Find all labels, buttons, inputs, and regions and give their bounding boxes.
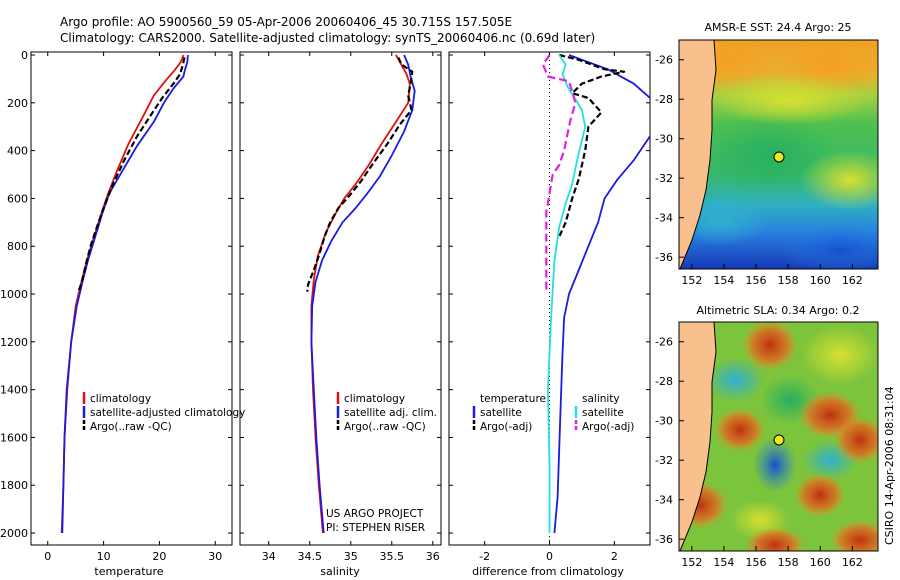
project-label: US ARGO PROJECT — [326, 508, 424, 520]
series-line — [541, 54, 577, 292]
pi-label: PI: STEPHEN RISER — [326, 522, 425, 534]
map-xtick-label: 158 — [778, 274, 799, 287]
legend-ds-sat-label: satellite — [582, 407, 624, 419]
xtick-label: 10 — [97, 550, 111, 563]
map-ytick-label: -28 — [655, 93, 673, 106]
map-ytick-label: -34 — [655, 494, 673, 507]
map-ytick-label: -36 — [655, 251, 673, 264]
temperature-xlabel: temperature — [94, 565, 163, 578]
series-line — [306, 56, 414, 292]
ytick-label: 1800 — [0, 479, 28, 492]
xtick-label: 36 — [426, 550, 440, 563]
sst-map-title: AMSR-E SST: 24.4 Argo: 25 — [704, 21, 851, 34]
map-ytick-label: -32 — [655, 172, 673, 185]
map-ytick-label: -36 — [655, 533, 673, 546]
ytick-label: 600 — [7, 192, 28, 205]
map-ytick-label: -32 — [655, 454, 673, 467]
map-xtick-label: 158 — [778, 556, 799, 569]
ytick-label: 800 — [7, 240, 28, 253]
difference-legend: temperature satellite Argo(-adj) salinit… — [472, 393, 634, 433]
legend-dt-argo-label: Argo(-adj) — [480, 421, 532, 433]
series-group — [60, 54, 189, 534]
xtick-label: 34 — [262, 550, 276, 563]
header-line2: Climatology: CARS2000. Satellite-adjuste… — [60, 31, 595, 45]
xtick-label: 0 — [546, 550, 553, 563]
ytick-label: 0 — [21, 49, 28, 62]
ytick-label: 400 — [7, 145, 28, 158]
map-ytick-label: -34 — [655, 212, 673, 225]
sla-map-title: Altimetric SLA: 0.34 Argo: 0.2 — [696, 304, 859, 317]
side-label: CSIRO 14-Apr-2006 08:31:04 — [883, 386, 896, 545]
map-xtick-label: 160 — [810, 556, 831, 569]
ytick-label: 2000 — [0, 527, 28, 540]
sst-map-frame — [678, 39, 879, 270]
header-line1: Argo profile: AO 5900560_59 05-Apr-2006 … — [60, 15, 512, 29]
legend-argo-label: Argo(..raw -QC) — [90, 421, 172, 433]
salinity-legend: climatology satellite adj. clim. Argo(..… — [326, 392, 437, 534]
map-ytick-label: -30 — [655, 133, 673, 146]
legend-temp-title: temperature — [480, 393, 546, 405]
map-xtick-label: 160 — [810, 274, 831, 287]
xtick-label: 35.5 — [380, 550, 405, 563]
series-group — [541, 53, 650, 534]
map-ytick-label: -30 — [655, 415, 673, 428]
ytick-label: 1200 — [0, 336, 28, 349]
xtick-label: 35 — [344, 550, 358, 563]
legend-sat-label: satellite-adjusted climatology — [90, 407, 245, 419]
sla-float-marker — [773, 434, 785, 446]
map-xtick-label: 152 — [681, 556, 702, 569]
map-xtick-label: 156 — [746, 274, 767, 287]
ytick-label: 200 — [7, 97, 28, 110]
map-xtick-label: 152 — [681, 274, 702, 287]
legend-ds-argo-label: Argo(-adj) — [582, 421, 634, 433]
salinity-xlabel: salinity — [320, 565, 360, 578]
series-line — [558, 53, 626, 238]
map-xtick-label: 162 — [842, 556, 863, 569]
legend-clim-label: climatology — [90, 393, 151, 405]
map-xtick-label: 162 — [842, 274, 863, 287]
ytick-label: 1600 — [0, 431, 28, 444]
map-xtick-label: 156 — [746, 556, 767, 569]
xtick-label: 2 — [611, 550, 618, 563]
xtick-label: -2 — [479, 550, 490, 563]
xtick-label: 34.5 — [297, 550, 322, 563]
series-group — [306, 54, 416, 534]
temperature-legend: climatology satellite-adjusted climatolo… — [82, 392, 245, 433]
legend-sal-clim-label: climatology — [344, 393, 405, 405]
sla-map-frame — [678, 321, 879, 552]
xtick-label: 20 — [152, 550, 166, 563]
sst-float-marker — [773, 151, 785, 163]
map-ytick-label: -26 — [655, 54, 673, 67]
series-line — [310, 54, 416, 534]
series-line — [77, 57, 186, 292]
map-xtick-label: 154 — [713, 274, 734, 287]
legend-sal-title: salinity — [582, 393, 620, 405]
xtick-label: 0 — [44, 550, 51, 563]
map-ytick-label: -26 — [655, 336, 673, 349]
legend-dt-sat-label: satellite — [480, 407, 522, 419]
series-line — [553, 135, 650, 534]
ytick-label: 1000 — [0, 288, 28, 301]
map-xtick-label: 154 — [713, 556, 734, 569]
salinity-panel — [239, 51, 442, 546]
xtick-label: 30 — [208, 550, 222, 563]
legend-sal-sat-label: satellite adj. clim. — [344, 407, 437, 419]
temperature-panel — [30, 51, 233, 546]
sla-map — [679, 322, 878, 551]
difference-xlabel: difference from climatology — [472, 565, 624, 578]
series-line — [547, 54, 587, 533]
legend-sal-argo-label: Argo(..raw -QC) — [344, 421, 426, 433]
sst-map — [679, 40, 878, 269]
ytick-label: 1400 — [0, 384, 28, 397]
map-ytick-label: -28 — [655, 375, 673, 388]
